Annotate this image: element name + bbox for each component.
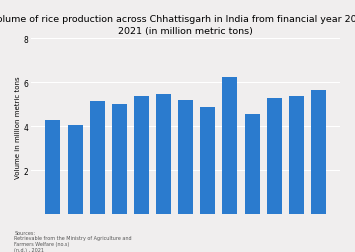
- Bar: [112, 105, 127, 214]
- Bar: [178, 101, 193, 214]
- Bar: [200, 107, 215, 214]
- Title: Volume of rice production across Chhattisgarh in India from financial year 2009 : Volume of rice production across Chhatti…: [0, 15, 355, 36]
- Y-axis label: Volume in million metric tons: Volume in million metric tons: [15, 76, 21, 178]
- Bar: [223, 78, 237, 214]
- Bar: [267, 98, 282, 214]
- Bar: [245, 115, 260, 214]
- Bar: [289, 96, 304, 214]
- Bar: [311, 91, 326, 214]
- Bar: [134, 96, 149, 214]
- Text: Sources:
Retrievable from the Ministry of Agriculture and
Farmers Welfare (no.s): Sources: Retrievable from the Ministry o…: [14, 230, 132, 252]
- Bar: [156, 95, 171, 214]
- Bar: [45, 120, 60, 214]
- Bar: [90, 102, 105, 214]
- Bar: [67, 126, 83, 214]
